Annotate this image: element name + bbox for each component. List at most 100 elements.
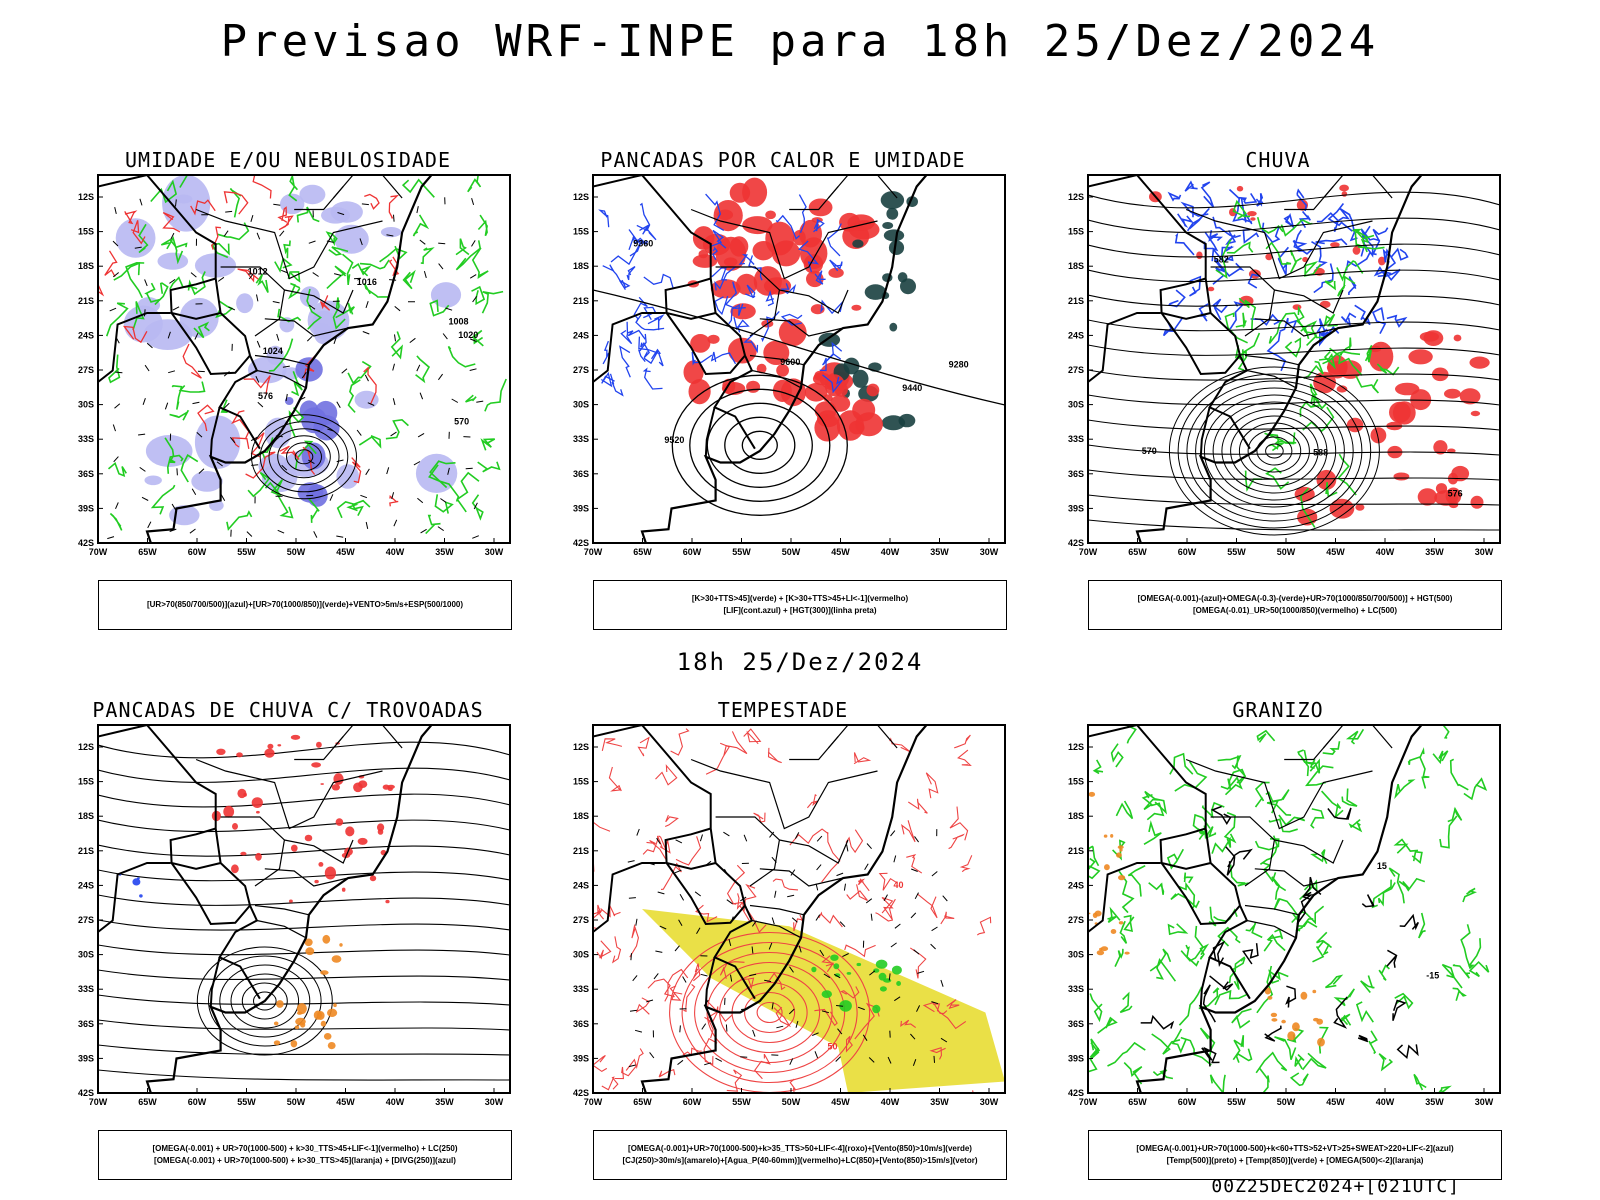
omega-orange-field (1110, 929, 1117, 934)
thunderstorm-orange-field (339, 943, 343, 947)
convective-red-field (830, 395, 851, 412)
rain-red-field (1444, 388, 1461, 399)
rain-red-field (1196, 251, 1203, 260)
wind-850-vector (649, 1052, 655, 1059)
map-canvas[interactable]: -15 15 12S 15S 18S 21S 24S 27S 30S 33S 36S 39S 42S70… (1058, 720, 1508, 1124)
precipitable-water-contour (669, 985, 683, 1001)
lat-label: 36S (1068, 1019, 1084, 1029)
wind-850-green-field (891, 965, 902, 975)
temp-850-contour (1178, 986, 1203, 1026)
state-border (1185, 758, 1373, 830)
wind-vector (170, 232, 175, 240)
thunderstorm-orange-field (273, 1021, 279, 1026)
wind-vector (313, 531, 318, 538)
temp-850-contour (1398, 877, 1426, 892)
humidity-low-contour (328, 246, 349, 256)
country-border (1199, 957, 1211, 1007)
lat-label: 36S (1068, 469, 1084, 479)
wind-vector (109, 307, 117, 312)
panel-umidade[interactable]: UMIDADE E/OU NEBULOSIDADE 1012 1008 1016 102… (68, 148, 512, 630)
west-coastline (98, 209, 100, 213)
humidity-core (301, 407, 327, 434)
convective-red-field (799, 219, 822, 248)
lat-label: 42S (573, 1088, 589, 1098)
temp-850-contour (1325, 974, 1344, 989)
omega-blue-field (1200, 181, 1215, 208)
temp-850-contour (1171, 1028, 1187, 1054)
precipitable-water-contour (840, 986, 860, 999)
precipitable-water-contour (611, 936, 622, 964)
lat-label: 30S (573, 950, 589, 960)
height-500-contour (1168, 366, 1380, 536)
precipitable-water-contour (929, 1046, 946, 1060)
wind-vector (256, 232, 261, 240)
wind-vector (112, 240, 119, 247)
precipitable-water-contour (614, 1066, 637, 1080)
humidity-low-contour (166, 454, 184, 474)
wind-vector (437, 526, 444, 532)
height-500-contour (1088, 319, 1500, 332)
wind-vector (115, 502, 119, 510)
omega-blue-field (1372, 227, 1389, 254)
map-canvas[interactable]: 588 582 576 570 12S 15S 18S 21S 24S 27S 30S 33S 36S 3… (1058, 170, 1508, 574)
panel-chuva[interactable]: CHUVA 588 582 576 570 12S 15S 18S 21S 24S 27S 30S 33… (1058, 148, 1502, 630)
omega-blue-field (1238, 192, 1258, 204)
lon-label: 40W (386, 547, 405, 557)
panel-pancadas-calor[interactable]: PANCADAS POR CALOR E UMIDADE 9600 9520 9440… (563, 148, 1007, 630)
lat-label: 12S (573, 192, 589, 202)
humidity-upper-field (236, 293, 254, 314)
humidity-upper-field (123, 305, 163, 343)
state-border (690, 208, 878, 280)
thickness-contour (210, 226, 221, 250)
streamline-250 (98, 1069, 510, 1081)
state-border (1284, 186, 1334, 211)
convective-red-field (756, 363, 767, 374)
height-500-contour (1088, 419, 1500, 431)
wind-850-vector (632, 975, 638, 982)
map-canvas[interactable]: 1012 1008 1016 1020 1024 570 576 12S 15S 18S 21S 24… (68, 170, 518, 574)
wind-vector (144, 364, 150, 372)
wind-vector (391, 492, 395, 500)
temp-850-contour (1123, 1062, 1143, 1085)
state-border (195, 758, 383, 830)
humidity-upper-field (145, 435, 193, 467)
height-300-contour (593, 289, 1005, 406)
map-canvas[interactable]: 40 50 12S 15S 18S 21S 24S 27S 30S 33S 36S 39S 42S70W… (563, 720, 1013, 1124)
wind-vector (419, 239, 426, 245)
omega-blue-field (1186, 207, 1210, 232)
temp-850-contour (1452, 964, 1471, 979)
lon-label: 55W (237, 1097, 256, 1107)
humidity-upper-field (299, 184, 326, 205)
lat-label: 39S (1068, 503, 1084, 513)
map-canvas[interactable]: 9600 9520 9440 9360 9280 12S 15S 18S 21S 24S 27S 30… (563, 170, 1013, 574)
panel-granizo[interactable]: GRANIZO -15 15 12S 15S 18S 21S 24S 27S 30S 33S 36S 3… (1058, 698, 1502, 1180)
temp-850-contour (1447, 806, 1463, 823)
wind-vector (255, 375, 260, 383)
panel-trovoadas[interactable]: PANCADAS DE CHUVA C/ TROVOADAS 12S 15S 18S 2… (68, 698, 512, 1180)
wind-vector (142, 398, 146, 405)
lat-label: 12S (1068, 192, 1084, 202)
temp-500-contour (1202, 984, 1216, 1023)
lon-label: 70W (89, 547, 108, 557)
precipitable-water-contour (693, 963, 701, 982)
lon-label: 65W (1128, 547, 1147, 557)
contour-label: 40 (894, 880, 904, 890)
wind-vector (336, 401, 341, 409)
temp-850-contour (1301, 1052, 1327, 1071)
thunderstorm-red-field (377, 823, 385, 832)
thickness-contour (364, 193, 380, 210)
precipitable-water-contour (726, 1069, 743, 1092)
wind-850-vector (931, 926, 938, 932)
lat-label: 24S (573, 330, 589, 340)
wind-850-vector (916, 1005, 921, 1012)
height-500-contour (1177, 373, 1372, 529)
humidity-low-contour (220, 399, 228, 413)
panel-tempestade[interactable]: TEMPESTADE 40 50 12S 15S 18S 21S 24S 27S 30S 33S 36… (563, 698, 1007, 1180)
legend-box: [K>30+TTS>45](verde) + [K>30+TTS>45+LI<-… (593, 580, 1007, 630)
temp-850-contour (1268, 818, 1298, 833)
thunderstorm-orange-field (294, 1025, 300, 1030)
contour-label: 9600 (780, 357, 800, 367)
temp-850-contour (1192, 813, 1211, 835)
state-border (254, 904, 310, 916)
